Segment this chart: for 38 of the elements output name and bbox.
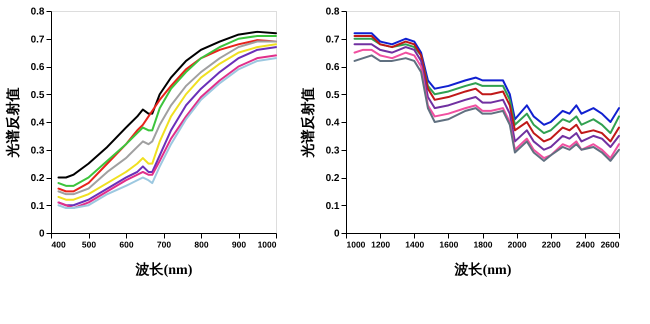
x-tick-label: 1400: [405, 240, 424, 250]
x-tick-label: 2000: [508, 240, 527, 250]
x-tick-label: 2400: [576, 240, 596, 250]
y-tick-label: 0.5: [30, 90, 45, 101]
y-tick-label: 0.2: [30, 173, 45, 184]
x-tick-label: 800: [194, 240, 209, 250]
x-tick-label: 1000: [346, 240, 366, 250]
y-tick-label: 0.1: [30, 200, 45, 212]
x-tick-label: 500: [82, 240, 96, 250]
x-tick-label: 1000: [258, 240, 277, 250]
y-tick-label: 0.7: [326, 34, 340, 46]
y-tick-label: 0: [334, 228, 340, 240]
y-tick-label: 0.1: [326, 200, 340, 212]
y-axis-title: 光谱反射值: [4, 88, 22, 158]
y-tick-label: 0.8: [30, 6, 45, 18]
x-tick-label: 700: [156, 240, 172, 250]
x-tick-label: 600: [119, 240, 134, 250]
y-tick-label: 0.5: [326, 90, 340, 101]
y-tick-label: 0.8: [326, 6, 340, 18]
y-tick-label: 0.4: [30, 118, 45, 128]
x-tick-label: 1600: [439, 240, 459, 250]
x-axis-title: 波长(nm): [134, 262, 193, 278]
x-tick-label: 1800: [474, 240, 493, 250]
y-tick-label: 0.6: [326, 62, 340, 73]
y-tick-label: 0.7: [30, 34, 45, 46]
y-tick-label: 0.6: [30, 62, 45, 73]
x-axis-title: 波长(nm): [454, 262, 512, 278]
y-axis-title: 光谱反射值: [300, 88, 317, 158]
x-tick-label: 400: [52, 240, 66, 250]
y-tick-label: 0: [38, 228, 45, 240]
y-tick-label: 0.3: [30, 145, 45, 156]
x-tick-label: 2600: [600, 240, 620, 250]
x-tick-label: 900: [232, 240, 246, 250]
y-tick-label: 0.3: [326, 145, 340, 156]
y-tick-label: 0.2: [326, 173, 340, 184]
x-tick-label: 1200: [371, 240, 390, 250]
x-tick-label: 2200: [542, 240, 561, 250]
y-tick-label: 0.4: [326, 118, 340, 128]
